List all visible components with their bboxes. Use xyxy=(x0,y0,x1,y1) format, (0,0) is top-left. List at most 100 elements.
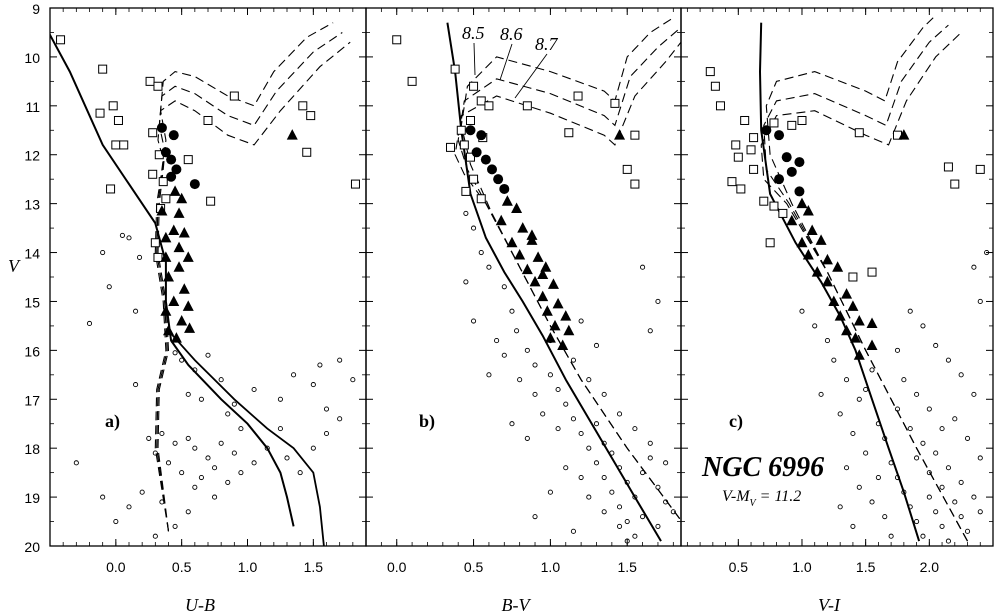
field-star-point xyxy=(159,430,165,437)
field-star-point xyxy=(964,528,971,534)
square-point xyxy=(736,184,746,194)
isochrone-label-leader xyxy=(499,43,513,81)
field-star-point xyxy=(945,357,951,363)
x-tick-label: 1.5 xyxy=(856,559,876,575)
y-tick-label: 9 xyxy=(32,1,40,17)
square-point xyxy=(98,64,108,74)
field-star-point xyxy=(486,372,492,378)
field-star-point xyxy=(824,338,830,344)
filled-circle-point xyxy=(168,130,179,141)
square-point xyxy=(106,184,116,194)
isochrone-label-leader xyxy=(514,53,548,99)
square-point xyxy=(350,179,360,189)
triangle-point xyxy=(514,248,526,260)
square-point xyxy=(710,81,720,91)
square-point xyxy=(854,128,864,138)
square-point xyxy=(306,111,316,121)
square-point xyxy=(476,96,486,106)
field-star-point xyxy=(920,533,926,539)
isochrone-label-leader xyxy=(473,42,476,76)
isochrone-age-label: 8.6 xyxy=(500,24,523,44)
square-point xyxy=(298,101,308,111)
field-star-point xyxy=(152,533,158,539)
field-star-point xyxy=(601,474,607,481)
square-point xyxy=(459,140,469,150)
triangle-point xyxy=(841,288,853,299)
field-star-point xyxy=(578,474,584,481)
square-point xyxy=(975,164,985,174)
triangle-point xyxy=(796,236,808,248)
field-star-point xyxy=(914,518,920,525)
square-point xyxy=(119,140,129,150)
triangle-point xyxy=(614,129,626,140)
field-star-point xyxy=(632,426,638,432)
square-point xyxy=(113,115,123,125)
y-tick-label: 10 xyxy=(24,50,40,66)
square-point xyxy=(622,164,632,174)
filled-circle-point xyxy=(774,174,785,185)
isochrone-line-3 xyxy=(154,41,351,532)
field-star-point xyxy=(517,377,523,383)
filled-circle-point xyxy=(156,122,167,133)
field-star-point xyxy=(844,377,850,383)
field-star-point xyxy=(586,377,592,383)
filled-circle-point xyxy=(786,166,797,177)
triangle-point xyxy=(552,297,564,309)
field-star-point xyxy=(501,284,507,290)
field-star-point xyxy=(632,533,638,539)
field-star-point xyxy=(920,440,926,446)
y-tick-label: 15 xyxy=(24,294,40,310)
field-star-point xyxy=(894,347,901,353)
square-point xyxy=(769,118,779,128)
field-star-point xyxy=(601,391,607,397)
triangle-point xyxy=(815,234,827,245)
field-star-point xyxy=(977,509,983,515)
field-star-point xyxy=(284,455,290,461)
square-point xyxy=(456,125,466,135)
field-star-point xyxy=(952,499,958,505)
filled-circle-point xyxy=(499,183,510,194)
field-star-point xyxy=(624,518,630,525)
field-star-point xyxy=(958,372,964,378)
y-tick-label: 16 xyxy=(24,343,40,359)
field-star-point xyxy=(926,406,932,412)
field-star-point xyxy=(225,411,231,417)
field-star-point xyxy=(586,494,592,500)
triangle-point xyxy=(184,322,196,333)
triangle-point xyxy=(540,261,552,272)
triangle-point xyxy=(526,229,538,240)
triangle-point xyxy=(898,129,910,140)
field-star-point xyxy=(317,362,323,368)
field-star-point xyxy=(888,533,894,539)
field-star-point xyxy=(165,460,172,466)
square-point xyxy=(573,91,583,101)
triangle-point xyxy=(501,195,513,206)
field-star-point xyxy=(901,377,907,383)
isochrone-line-3 xyxy=(454,41,681,522)
distance-modulus: V-MV = 11.2 xyxy=(722,488,801,509)
field-star-point xyxy=(863,386,869,393)
field-star-point xyxy=(310,445,316,451)
filled-circle-point xyxy=(189,179,200,190)
triangle-point xyxy=(802,204,814,216)
x-axis-label: B-V xyxy=(502,595,532,615)
triangle-point xyxy=(168,295,180,306)
field-star-point xyxy=(133,308,139,314)
triangle-point xyxy=(841,324,853,336)
y-tick-label: 18 xyxy=(24,441,40,457)
field-star-point xyxy=(238,470,244,476)
field-star-point xyxy=(593,342,600,349)
triangle-point xyxy=(557,339,569,350)
triangle-point xyxy=(532,251,544,262)
field-star-point xyxy=(570,528,576,534)
field-star-point xyxy=(509,308,515,314)
field-star-point xyxy=(933,509,939,515)
field-star-point xyxy=(136,254,143,260)
square-point xyxy=(476,194,486,204)
square-point xyxy=(56,35,66,45)
panel-label: c) xyxy=(729,411,743,432)
field-star-point xyxy=(471,318,477,324)
square-point xyxy=(145,76,155,86)
distance-modulus-label: V-M xyxy=(722,488,751,505)
